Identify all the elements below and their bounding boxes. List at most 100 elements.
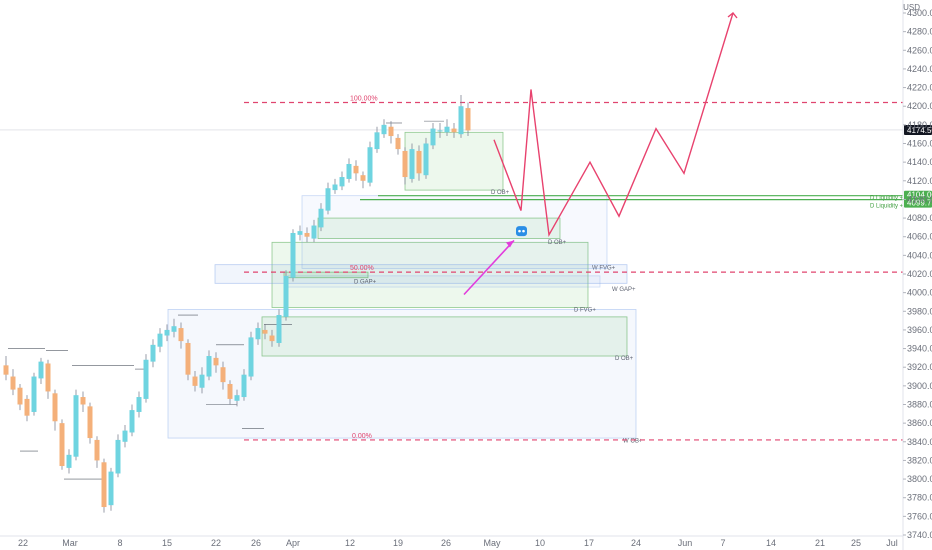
candle-body[interactable] (178, 328, 184, 342)
candle-body[interactable] (353, 165, 359, 174)
candle-body[interactable] (381, 124, 387, 135)
candle-body[interactable] (3, 365, 9, 375)
candle-body[interactable] (213, 357, 219, 366)
candle-body[interactable] (108, 471, 114, 506)
price-tick-label: 3940.00 (907, 344, 932, 354)
candle-body[interactable] (444, 126, 450, 133)
price-tick-label: 4300.00 (907, 8, 932, 18)
time-tick-label: Jun (678, 538, 693, 548)
candle-body[interactable] (255, 328, 261, 340)
time-tick-label: 7 (720, 538, 725, 548)
candle-body[interactable] (157, 333, 163, 347)
candle-body[interactable] (388, 126, 394, 137)
time-tick-label: May (483, 538, 501, 548)
candle-body[interactable] (416, 150, 422, 174)
time-tick-label: 26 (251, 538, 261, 548)
fib-level-label: 0.00% (352, 433, 372, 440)
candle-body[interactable] (122, 430, 128, 442)
candle-body[interactable] (269, 335, 275, 342)
zone-box (301, 195, 608, 269)
candle-body[interactable] (451, 128, 457, 133)
candle-body[interactable] (220, 367, 226, 383)
candle-body[interactable] (430, 128, 436, 146)
candle-body[interactable] (290, 232, 296, 278)
candle-body[interactable] (199, 374, 205, 388)
candle-body[interactable] (367, 147, 373, 183)
candle-body[interactable] (185, 342, 191, 375)
candle-body[interactable] (409, 149, 415, 179)
candle-body[interactable] (66, 454, 72, 468)
candle-body[interactable] (346, 164, 352, 179)
zone-label: W FVG+ (592, 265, 616, 271)
candle-body[interactable] (262, 329, 268, 334)
candle-body[interactable] (80, 397, 86, 405)
candle-body[interactable] (73, 395, 79, 457)
candle-body[interactable] (325, 188, 331, 211)
price-tick-label: 4280.00 (907, 27, 932, 37)
candle-body[interactable] (332, 184, 338, 191)
candle-body[interactable] (248, 337, 254, 377)
time-tick-label: 15 (162, 538, 172, 548)
price-tick-label: 3820.00 (907, 455, 932, 465)
price-tick-label: 3880.00 (907, 400, 932, 410)
candle-body[interactable] (283, 275, 289, 317)
candle-body[interactable] (59, 423, 65, 467)
candle-body[interactable] (304, 232, 310, 237)
candle-body[interactable] (465, 108, 471, 131)
candle-body[interactable] (241, 374, 247, 398)
fib-level-label: 50.00% (350, 265, 374, 272)
candle-body[interactable] (143, 359, 149, 399)
price-tick-label: 4240.00 (907, 64, 932, 74)
candle-body[interactable] (31, 376, 37, 412)
candle-body[interactable] (150, 344, 156, 362)
candle-body[interactable] (423, 143, 429, 176)
candle-body[interactable] (318, 208, 324, 228)
candle-body[interactable] (206, 356, 212, 377)
candles-layer[interactable] (3, 95, 471, 513)
zone-box (283, 271, 369, 279)
candle-body[interactable] (339, 177, 345, 187)
time-tick-label: 24 (631, 538, 641, 548)
candle-body[interactable] (52, 393, 58, 422)
candle-body[interactable] (395, 137, 401, 150)
price-tick-label: 3960.00 (907, 325, 932, 335)
candle-body[interactable] (115, 439, 121, 474)
time-tick-label: 26 (441, 538, 451, 548)
candle-body[interactable] (94, 439, 100, 461)
price-tick-label: 4180.00 (907, 120, 932, 130)
candle-body[interactable] (297, 231, 303, 235)
price-tick-label: 4060.00 (907, 232, 932, 242)
candle-body[interactable] (136, 397, 142, 412)
price-tick-label: 4000.00 (907, 288, 932, 298)
candle-body[interactable] (276, 315, 282, 343)
zone-label: D OB+ (548, 240, 567, 246)
candle-body[interactable] (227, 383, 233, 399)
candle-body[interactable] (458, 106, 464, 135)
candle-body[interactable] (437, 130, 443, 132)
candle-body[interactable] (24, 398, 30, 416)
projection-arrowhead (727, 12, 738, 19)
candle-body[interactable] (45, 363, 51, 392)
candle-body[interactable] (87, 406, 93, 439)
price-tick-label: 3840.00 (907, 437, 932, 447)
price-tick-label: 3980.00 (907, 306, 932, 316)
candle-body[interactable] (311, 225, 317, 239)
candle-body[interactable] (38, 361, 44, 379)
candle-body[interactable] (129, 410, 135, 433)
zones-layer: W OB+ D OB+ D FVG+ W FVG+ W GAP+ D GAP+ D OB+ D… (167, 131, 643, 445)
candle-body[interactable] (17, 387, 23, 405)
time-tick-label: 25 (851, 538, 861, 548)
candle-body[interactable] (234, 395, 240, 401)
candle-body[interactable] (164, 329, 170, 336)
zone-label: D OB+ (615, 356, 634, 362)
candle-body[interactable] (402, 150, 408, 178)
price-tick-label: 4260.00 (907, 45, 932, 55)
candle-body[interactable] (374, 132, 380, 150)
candle-body[interactable] (171, 326, 177, 332)
candle-body[interactable] (360, 175, 366, 181)
candle-body[interactable] (10, 376, 16, 390)
candle-body[interactable] (101, 462, 107, 508)
price-tick-label: 3920.00 (907, 362, 932, 372)
candle-body[interactable] (192, 376, 198, 386)
